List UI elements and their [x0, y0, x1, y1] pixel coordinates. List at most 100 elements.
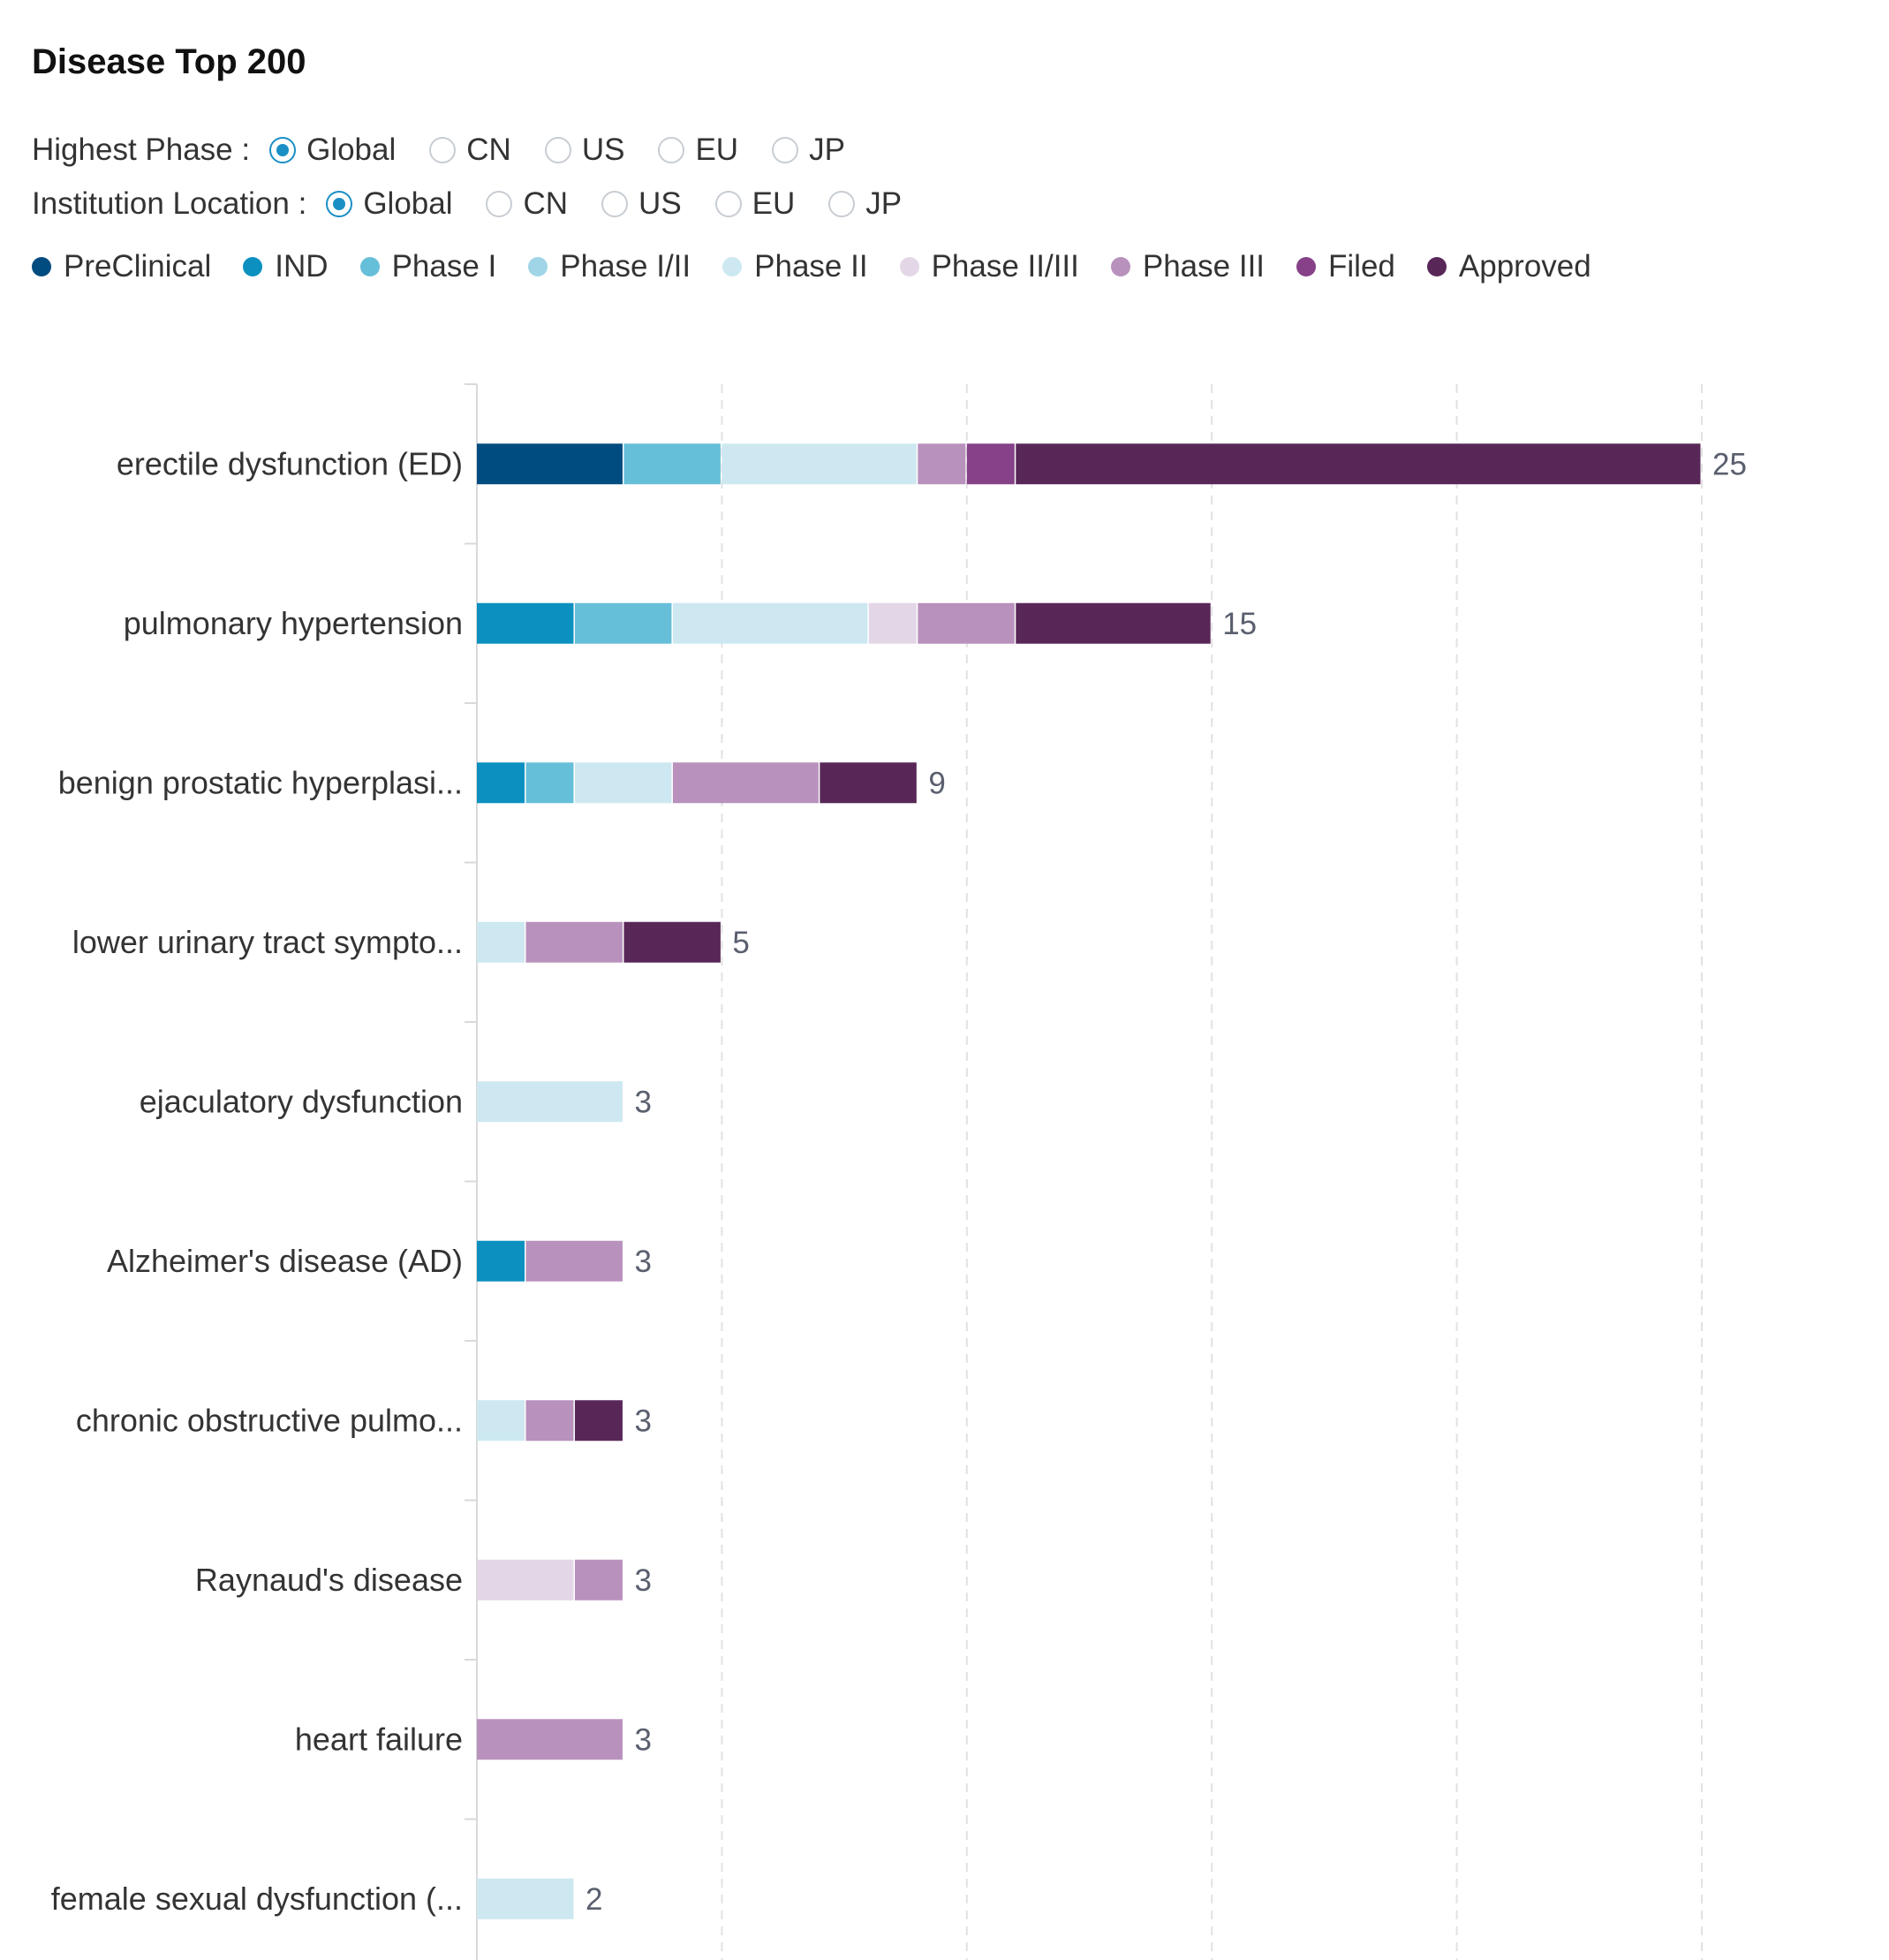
bar-segment — [722, 443, 917, 485]
highest-phase-option-us[interactable]: US — [544, 132, 625, 168]
total-value-label: 3 — [634, 1722, 651, 1757]
institution-location-options: Global CN US EU JP — [326, 186, 935, 222]
legend-dot-icon — [243, 257, 263, 276]
institution-location-option-eu[interactable]: EU — [714, 186, 795, 222]
bar-segment — [525, 921, 623, 963]
bar-segment — [820, 762, 917, 804]
category-label: heart failure — [295, 1721, 463, 1757]
bar-segment — [477, 1559, 574, 1601]
total-value-label: 3 — [634, 1085, 651, 1119]
bar-segment — [477, 762, 525, 804]
legend-dot-icon — [899, 257, 919, 276]
radio-button[interactable] — [601, 191, 629, 217]
total-value-label: 3 — [634, 1245, 651, 1279]
stacked-bar-chart: erectile dysfunction (ED) 25 pulmonary hyp… — [51, 383, 1747, 1960]
radio-label: Global — [363, 186, 453, 221]
legend-label: Phase III — [1142, 249, 1266, 284]
legend-item[interactable]: Filed — [1296, 249, 1395, 284]
radio-button[interactable] — [772, 137, 799, 163]
total-value-label: 25 — [1712, 447, 1747, 481]
bar-segment — [525, 1400, 574, 1442]
radio-label: EU — [695, 132, 739, 167]
radio-label: CN — [466, 132, 511, 167]
bar-segment — [574, 1400, 623, 1442]
total-value-label: 3 — [634, 1404, 651, 1438]
legend-item[interactable]: Phase I/II — [528, 249, 691, 284]
radio-label: JP — [809, 132, 845, 167]
bar-segment — [525, 762, 574, 804]
legend-dot-icon — [1296, 257, 1317, 276]
highest-phase-option-eu[interactable]: EU — [658, 132, 738, 168]
bar-segment — [1016, 443, 1701, 485]
bar-segment — [1016, 602, 1211, 644]
radio-label: Global — [306, 132, 397, 167]
bar-segment — [477, 1240, 525, 1282]
radio-button[interactable] — [828, 191, 856, 217]
category-label: lower urinary tract sympto... — [72, 924, 463, 960]
radio-label: US — [581, 132, 625, 167]
total-value-label: 15 — [1222, 607, 1257, 641]
radio-label: CN — [523, 186, 569, 221]
legend-item[interactable]: Phase II/III — [899, 249, 1079, 284]
bar-segment — [672, 762, 819, 804]
bar-segment — [477, 921, 525, 963]
legend-dot-icon — [1426, 257, 1447, 276]
legend-dot-icon — [1110, 257, 1130, 276]
radio-button[interactable] — [714, 191, 742, 217]
legend-dot-icon — [722, 257, 743, 276]
chart-title: Disease Top 200 — [32, 42, 306, 81]
total-value-label: 3 — [634, 1563, 651, 1598]
legend-label: Phase I — [391, 249, 497, 284]
highest-phase-option-jp[interactable]: JP — [772, 132, 845, 168]
bar-segment — [477, 1400, 525, 1442]
legend-item[interactable]: Approved — [1426, 249, 1591, 284]
legend-label: PreClinical — [64, 249, 212, 284]
institution-location-option-cn[interactable]: CN — [486, 186, 568, 222]
bar-segment — [918, 443, 966, 485]
category-label: Alzheimer's disease (AD) — [107, 1243, 463, 1279]
institution-location-filter: Institution Location : Global CN US EU JP — [32, 186, 935, 222]
radio-button[interactable] — [486, 191, 513, 217]
legend-dot-icon — [528, 257, 548, 276]
bar-segment — [623, 921, 721, 963]
radio-button[interactable] — [269, 137, 297, 163]
radio-button[interactable] — [326, 191, 353, 217]
bar-segment — [918, 602, 1015, 644]
legend-label: Phase II — [754, 249, 868, 284]
total-value-label: 2 — [586, 1882, 602, 1917]
highest-phase-label: Highest Phase : — [32, 132, 251, 167]
institution-location-label: Institution Location : — [32, 186, 307, 221]
highest-phase-options: Global CN US EU JP — [269, 132, 879, 168]
bar-segment — [477, 443, 623, 485]
category-label: pulmonary hypertension — [124, 605, 463, 641]
category-label: erectile dysfunction (ED) — [117, 445, 463, 481]
legend-item[interactable]: Phase II — [722, 249, 868, 284]
chart-legend: PreClinical IND Phase I Phase I/II Phase II P… — [32, 249, 1623, 284]
bar-segment — [672, 602, 868, 644]
institution-location-option-jp[interactable]: JP — [828, 186, 902, 222]
highest-phase-filter: Highest Phase : Global CN US EU JP — [32, 132, 879, 168]
institution-location-option-global[interactable]: Global — [326, 186, 452, 222]
radio-button[interactable] — [544, 137, 571, 163]
category-label: female sexual dysfunction (... — [51, 1881, 463, 1917]
category-label: chronic obstructive pulmo... — [76, 1402, 463, 1438]
category-label: ejaculatory dysfunction — [140, 1083, 463, 1119]
bar-segment — [574, 602, 672, 644]
legend-item[interactable]: Phase I — [359, 249, 497, 284]
highest-phase-option-global[interactable]: Global — [269, 132, 396, 168]
bar-segment — [868, 602, 917, 644]
legend-dot-icon — [359, 257, 380, 276]
institution-location-option-us[interactable]: US — [601, 186, 682, 222]
highest-phase-option-cn[interactable]: CN — [429, 132, 511, 168]
bar-segment — [477, 1719, 623, 1760]
category-label: benign prostatic hyperplasi... — [58, 764, 463, 800]
legend-item[interactable]: Phase III — [1110, 249, 1266, 284]
bar-segment — [525, 1240, 623, 1282]
legend-label: Phase II/III — [931, 249, 1079, 284]
legend-item[interactable]: IND — [243, 249, 329, 284]
radio-button[interactable] — [429, 137, 457, 163]
legend-label: IND — [275, 249, 329, 284]
legend-item[interactable]: PreClinical — [32, 249, 211, 284]
legend-dot-icon — [32, 257, 51, 276]
radio-button[interactable] — [658, 137, 685, 163]
